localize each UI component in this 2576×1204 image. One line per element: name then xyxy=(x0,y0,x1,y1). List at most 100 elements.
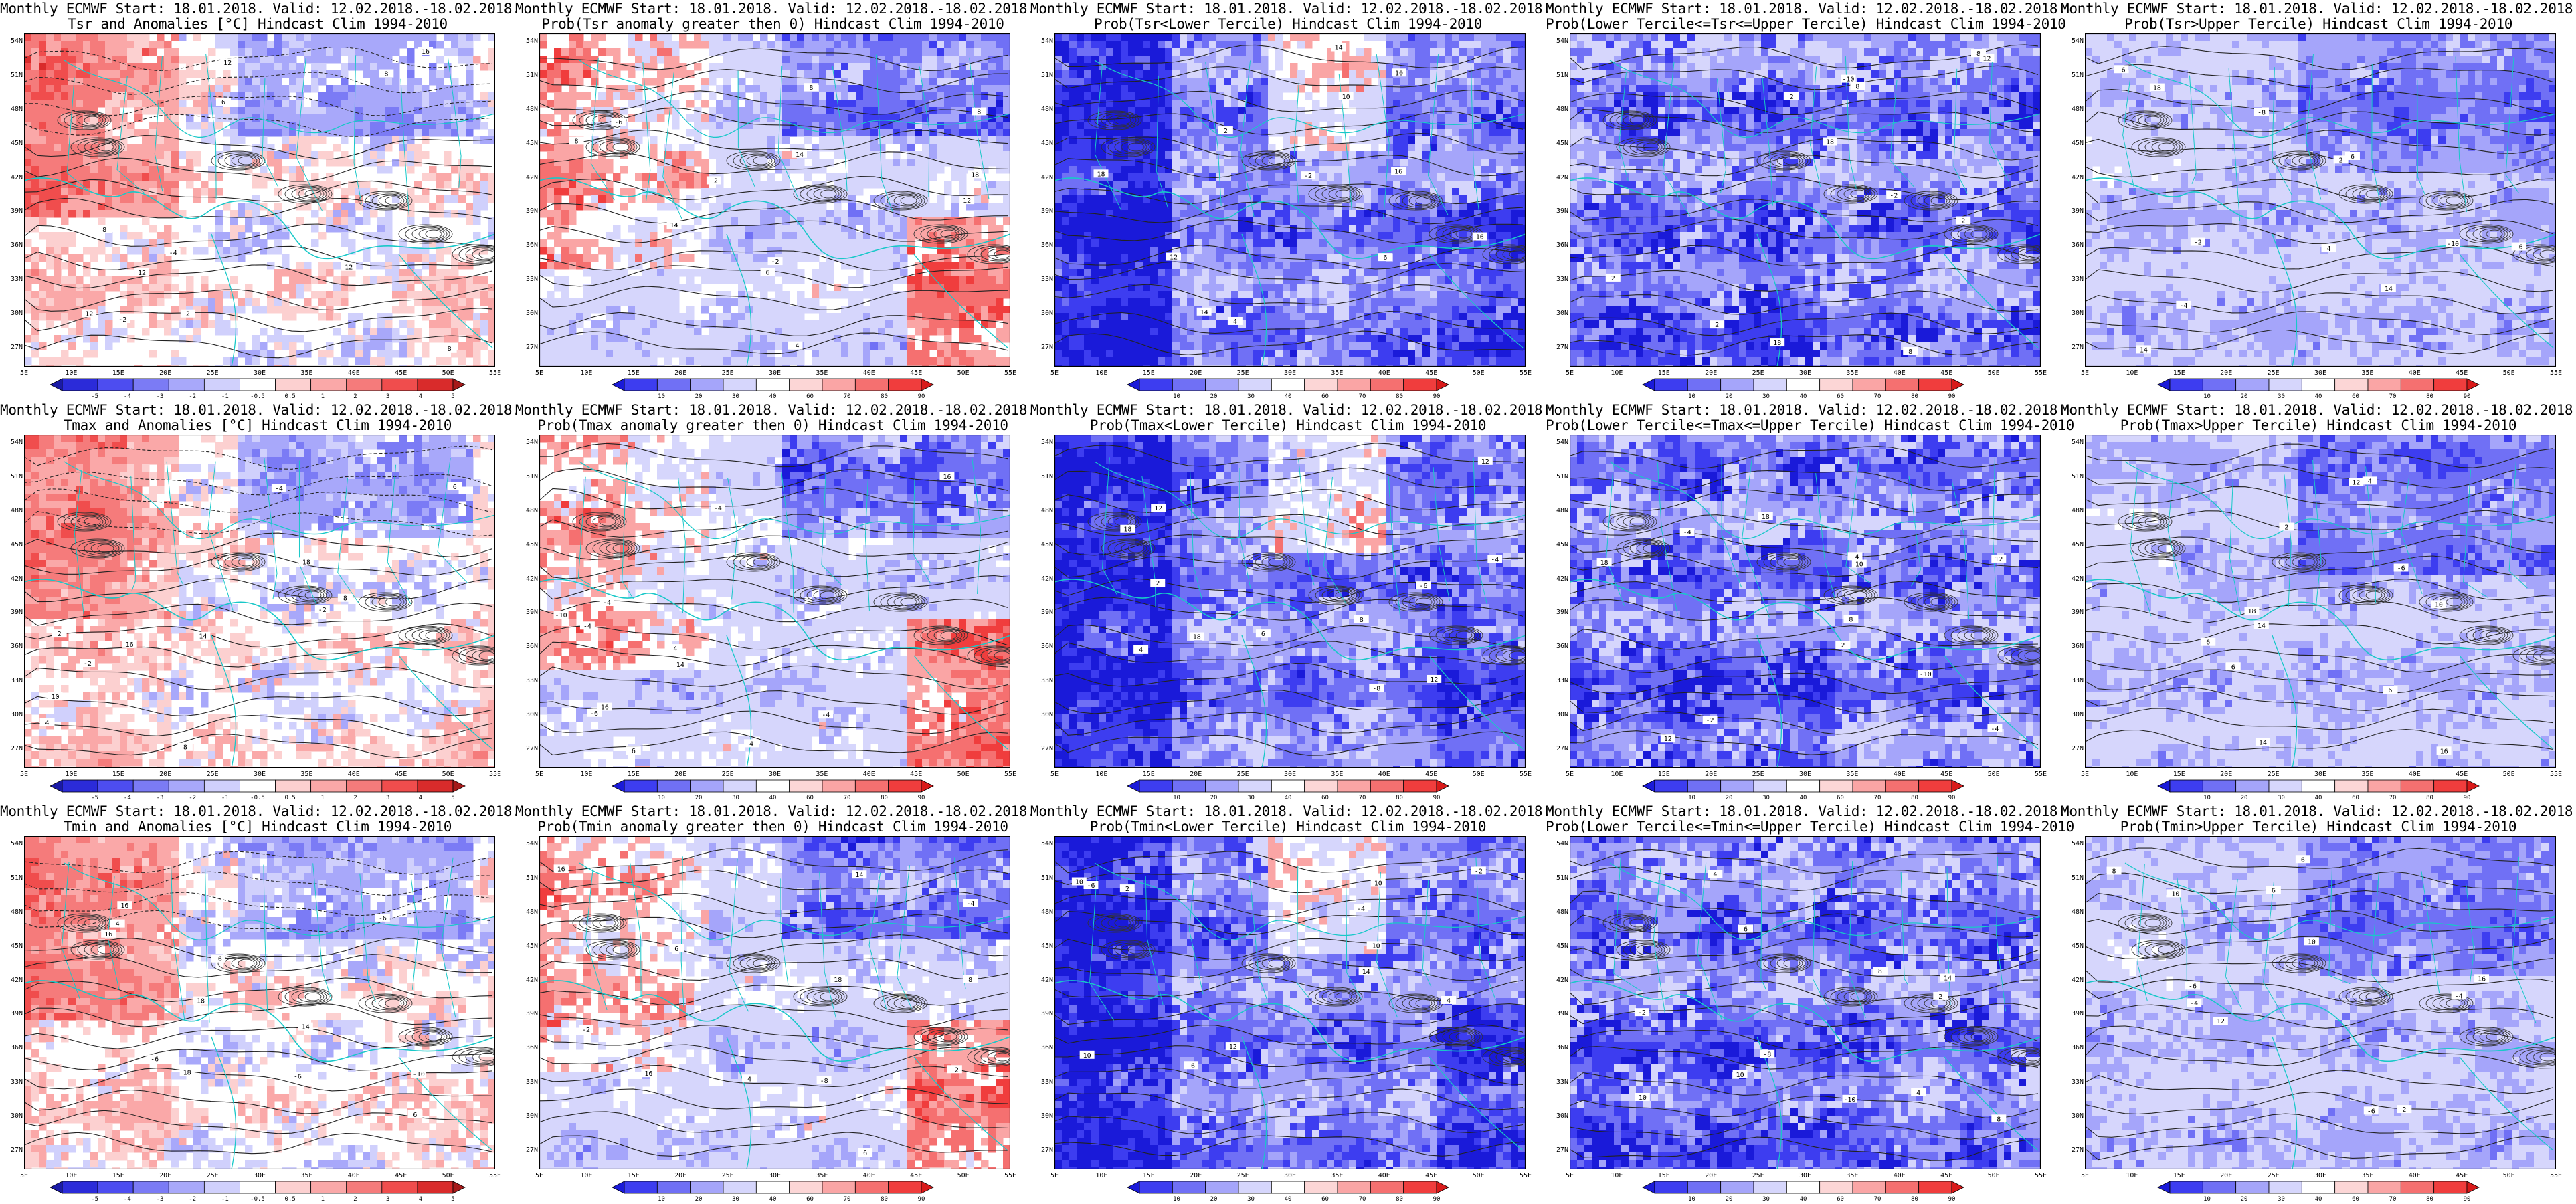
colorbar-swatch xyxy=(921,779,934,793)
lon-tick-label: 30E xyxy=(761,771,788,779)
lat-tick-label: 45N xyxy=(1030,541,1053,549)
lat-tick-label: 51N xyxy=(515,874,538,882)
colorbar-swatch xyxy=(2400,1181,2435,1194)
contour-label: -6 xyxy=(1184,1061,1199,1070)
lat-tick-label: 48N xyxy=(0,908,23,916)
lon-tick-label: 20E xyxy=(2213,369,2239,377)
panel-title-line1: Monthly ECMWF Start: 18.01.2018. Valid: … xyxy=(515,804,1036,819)
lon-tick-label: 40E xyxy=(856,1172,883,1180)
contour-label: 14 xyxy=(1196,307,1212,316)
colorbar xyxy=(1642,779,1964,793)
contour-label: -10 xyxy=(2166,889,2181,898)
colorbar-swatch xyxy=(755,378,790,391)
colorbar-swatch xyxy=(2157,378,2171,391)
map-frame: 12 18 14 14 -2 10 2 16 4 10 16 6 xyxy=(1054,33,1526,367)
contour-label: 6 xyxy=(2201,637,2216,647)
colorbar-swatch xyxy=(1654,1181,1688,1194)
lat-tick-label: 45N xyxy=(0,140,23,148)
panel-title-line1: Monthly ECMWF Start: 18.01.2018. Valid: … xyxy=(515,1,1036,17)
contour-label: 18 xyxy=(1120,524,1135,534)
lat-tick-label: 27N xyxy=(1030,344,1053,352)
colorbar-swatch xyxy=(132,779,169,793)
colorbar-swatch xyxy=(1304,1181,1338,1194)
lat-tick-label: 33N xyxy=(515,1078,538,1086)
lon-tick-label: 30E xyxy=(246,369,273,377)
colorbar-swatch xyxy=(612,378,625,391)
contour-label: -4 xyxy=(599,598,614,607)
lat-tick-label: 45N xyxy=(2061,140,2084,148)
lon-tick-label: 10E xyxy=(1603,1172,1630,1180)
colorbar-swatch xyxy=(1436,378,1449,391)
contour-label: 6 xyxy=(858,1148,873,1157)
panel-title-line2: Prob(Tsr<Lower Tercile) Hindcast Clim 19… xyxy=(1030,17,1546,32)
contour-label: 4 xyxy=(1441,995,1456,1005)
lat-tick-label: 39N xyxy=(2061,1010,2084,1018)
lon-tick-label: 10E xyxy=(573,771,600,779)
panel-title-line2: Prob(Tsr anomaly greater then 0) Hindcas… xyxy=(515,17,1030,32)
colorbar-swatch xyxy=(417,378,454,391)
lon-tick-label: 50E xyxy=(2496,1172,2522,1180)
colorbar-tick-label: 80 xyxy=(871,795,898,801)
map-panel-13: Monthly ECMWF Start: 18.01.2018. Valid: … xyxy=(1030,803,1551,1204)
lon-tick-label: 15E xyxy=(620,369,647,377)
colorbar-tick-label: 60 xyxy=(797,393,824,400)
lat-tick-label: 36N xyxy=(0,241,23,249)
colorbar-swatch xyxy=(1654,779,1688,793)
map-frame: 6 -4 18 -10 14 14 4 -8 -6 -6 2 -2 xyxy=(2085,33,2556,367)
colorbar-swatch xyxy=(921,378,934,391)
map-frame: 18 16 16 6 -6 -6 -10 -6 18 14 -6 4 xyxy=(24,836,495,1169)
lat-tick-label: 54N xyxy=(515,37,538,45)
colorbar-swatch xyxy=(168,779,205,793)
lon-tick-label: 10E xyxy=(2118,1172,2145,1180)
map-field: 14 -6 -10 12 10 2 -6 4 10 -2 10 -4 xyxy=(1054,836,1526,1169)
lon-tick-label: 20E xyxy=(152,1172,179,1180)
contour-label: 12 xyxy=(2349,478,2364,486)
contour-label: 12 xyxy=(1427,674,1442,684)
lon-tick-label: 30E xyxy=(2307,369,2334,377)
lon-tick-label: 50E xyxy=(1465,369,1492,377)
lon-tick-label: 20E xyxy=(2213,771,2239,779)
lat-tick-label: 51N xyxy=(515,72,538,80)
lat-tick-label: 54N xyxy=(1546,439,1568,447)
colorbar-swatch xyxy=(888,779,922,793)
lat-tick-label: 27N xyxy=(0,1146,23,1155)
lon-tick-label: 10E xyxy=(58,369,84,377)
lat-tick-label: 36N xyxy=(2061,241,2084,249)
map-field: 18 -4 -2 8 4 -2 10 16 2 6 14 8 xyxy=(24,435,495,768)
panel-title-line2: Tmin and Anomalies [°C] Hindcast Clim 19… xyxy=(0,819,515,835)
panel-title-line2: Prob(Tmax>Upper Tercile) Hindcast Clim 1… xyxy=(2061,418,2576,433)
colorbar-tick-label: 10 xyxy=(1679,795,1706,801)
lat-tick-label: 30N xyxy=(1546,310,1568,318)
lat-tick-label: 48N xyxy=(0,106,23,114)
lon-tick-label: 45E xyxy=(1933,771,1960,779)
colorbar-swatch xyxy=(417,1181,454,1194)
lon-tick-label: 45E xyxy=(387,1172,414,1180)
colorbar-swatch xyxy=(97,378,134,391)
colorbar-swatch xyxy=(346,779,383,793)
colorbar xyxy=(1127,378,1449,391)
colorbar-swatch xyxy=(1885,378,1920,391)
colorbar-swatch xyxy=(1687,779,1722,793)
lon-tick-label: 20E xyxy=(2213,1172,2239,1180)
colorbar-swatch xyxy=(1127,1181,1140,1194)
colorbar-swatch xyxy=(2367,779,2401,793)
contour-label: -6 xyxy=(147,1054,163,1064)
lon-tick-label: 55E xyxy=(2543,369,2569,377)
colorbar-tick-label: 40 xyxy=(759,795,786,801)
lon-tick-label: 50E xyxy=(2496,369,2522,377)
panel-title-line2: Tmax and Anomalies [°C] Hindcast Clim 19… xyxy=(0,418,515,433)
lat-tick-label: 54N xyxy=(515,840,538,848)
lat-tick-label: 54N xyxy=(1546,840,1568,848)
colorbar-tick-label: -3 xyxy=(147,1196,173,1203)
contour-label: 14 xyxy=(852,870,867,879)
colorbar-tick-label: -5 xyxy=(82,795,108,801)
contour-label: 18 xyxy=(298,557,314,566)
lat-tick-label: 48N xyxy=(515,908,538,916)
lat-tick-label: 54N xyxy=(2061,439,2084,447)
colorbar-tick-label: 10 xyxy=(2194,393,2221,400)
lat-tick-label: 48N xyxy=(1546,106,1568,114)
contour-label: -4 xyxy=(1487,555,1503,564)
contour-label: 6 xyxy=(1738,924,1753,933)
colorbar-tick-label: 40 xyxy=(2305,795,2332,801)
colorbar-swatch xyxy=(822,1181,856,1194)
